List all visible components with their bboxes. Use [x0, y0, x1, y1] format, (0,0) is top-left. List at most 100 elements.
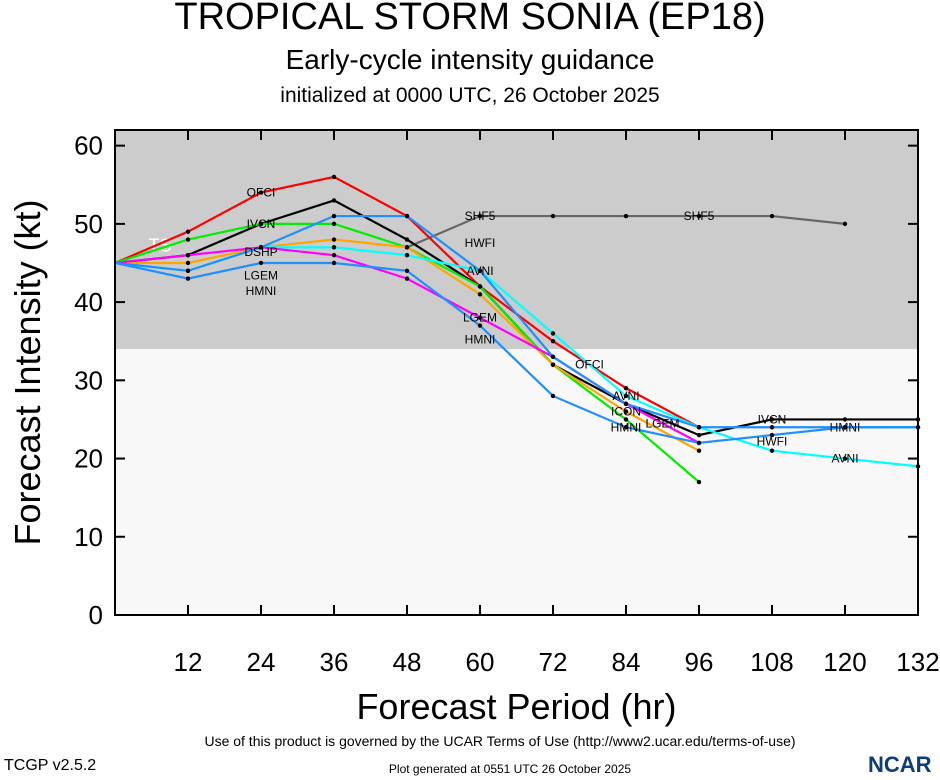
- data-point-hwfi: [404, 213, 410, 219]
- data-point-shf5: [842, 221, 848, 227]
- data-point-icon: [477, 292, 483, 297]
- y-tick-label: 30: [74, 365, 103, 395]
- data-point-hmni: [623, 425, 629, 430]
- chart-title: TROPICAL STORM SONIA (EP18): [174, 0, 766, 38]
- data-point-icon: [623, 409, 629, 414]
- data-point-icon: [331, 237, 337, 242]
- data-point-ofci: [258, 190, 264, 195]
- series-label-hmni: HMNI: [246, 284, 277, 298]
- data-point-hwfi: [550, 354, 556, 360]
- series-label-ivcn: IVCN: [758, 412, 787, 426]
- series-label-avni: AVNI: [612, 389, 639, 403]
- y-tick-label: 60: [74, 131, 103, 161]
- y-tick-label: 50: [74, 209, 103, 239]
- data-point-hmni: [404, 268, 410, 274]
- x-tick-label: 60: [466, 647, 495, 677]
- data-point-hwfi: [185, 268, 191, 274]
- data-point-hmni: [185, 276, 191, 281]
- data-point-lgem: [404, 276, 410, 281]
- data-point-hmni: [769, 432, 775, 438]
- x-tick-label: 36: [320, 647, 349, 677]
- data-point-hwfi: [769, 425, 775, 430]
- data-point-icon: [404, 245, 410, 250]
- x-tick-label: 72: [539, 647, 568, 677]
- series-label-shf5: SHF5: [465, 209, 496, 223]
- data-point-ofci: [185, 229, 191, 234]
- y-tick-label: 40: [74, 287, 103, 317]
- data-point-avni: [550, 331, 556, 336]
- x-tick-label: 120: [823, 647, 866, 677]
- series-label-hmni: HMNI: [611, 420, 642, 434]
- ncar-logo: NCAR: [868, 752, 932, 777]
- series-line-hmni: [114, 261, 918, 445]
- data-point-dshp: [477, 284, 483, 289]
- data-point-hwfi: [477, 268, 483, 274]
- y-tick-label: 10: [74, 522, 103, 552]
- data-point-ivcn: [404, 237, 410, 242]
- data-point-lgem: [477, 315, 483, 320]
- data-point-hmni: [477, 323, 483, 328]
- y-tick-label: 0: [89, 600, 103, 630]
- version-label: TCGP v2.5.2: [4, 757, 97, 774]
- chart-subtitle: Early-cycle intensity guidance: [285, 44, 655, 75]
- data-point-icon: [550, 362, 556, 367]
- data-point-ofci: [623, 385, 629, 391]
- data-point-ivcn: [842, 417, 848, 422]
- x-tick-label: 108: [750, 647, 793, 677]
- series-label-hmni: HMNI: [465, 333, 496, 347]
- series-label-lgem: LGEM: [244, 268, 278, 282]
- data-point-avni: [842, 456, 848, 461]
- plot-frame: [114, 129, 919, 616]
- data-point-dshp: [258, 221, 264, 227]
- x-axis-label: Forecast Period (hr): [356, 686, 676, 727]
- x-tick-label: 84: [612, 647, 641, 677]
- data-point-shf5: [623, 213, 629, 219]
- data-point-shf5: [477, 213, 483, 219]
- x-tick-label: 132: [896, 647, 939, 677]
- series-label-icon: ICON: [611, 405, 641, 419]
- series-line-hwfi: [114, 214, 918, 429]
- data-point-shf5: [696, 213, 702, 219]
- data-point-ivcn: [696, 432, 702, 438]
- data-point-ofci: [331, 174, 337, 180]
- init-time: initialized at 0000 UTC, 26 October 2025: [280, 84, 660, 107]
- x-tick-label: 24: [247, 647, 276, 677]
- data-point-ofci: [550, 339, 556, 344]
- x-tick-label: 96: [685, 647, 714, 677]
- data-point-lgem: [331, 252, 337, 258]
- ts-region: [115, 130, 918, 350]
- x-tick-label: 12: [174, 647, 203, 677]
- terms-of-use: Use of this product is governed by the U…: [204, 733, 796, 749]
- data-point-hmni: [331, 260, 337, 266]
- data-point-hwfi: [331, 213, 337, 219]
- data-point-dshp: [331, 221, 337, 227]
- data-point-ivcn: [331, 198, 337, 203]
- series-label-ofci: OFCI: [575, 358, 604, 372]
- series-label-hwfi: HWFI: [465, 236, 496, 250]
- data-point-shf5: [550, 213, 556, 219]
- series-label-ivcn: IVCN: [247, 217, 276, 231]
- data-point-dshp: [623, 417, 629, 422]
- data-point-avni: [404, 252, 410, 258]
- series-label-shf5: SHF5: [684, 209, 715, 223]
- data-point-hmni: [550, 393, 556, 399]
- data-point-hwfi: [696, 425, 702, 430]
- data-point-dshp: [185, 237, 191, 242]
- series-label-lgem: LGEM: [645, 416, 679, 430]
- x-tick-label: 48: [393, 647, 422, 677]
- data-point-avni: [331, 245, 337, 250]
- series-label-lgem: LGEM: [463, 311, 497, 325]
- y-tick-label: 20: [74, 444, 103, 474]
- data-point-hmni: [258, 260, 264, 266]
- series-label-dshp: DSHP: [244, 245, 277, 259]
- series-label-hwfi: HWFI: [757, 434, 788, 448]
- data-point-hwfi: [258, 245, 264, 250]
- data-point-hwfi: [623, 401, 629, 406]
- data-point-hmni: [842, 425, 848, 430]
- y-axis-label: Forecast Intensity (kt): [7, 199, 48, 545]
- series-label-avni: AVNI: [831, 452, 858, 466]
- data-point-avni: [623, 393, 629, 399]
- data-point-icon: [696, 448, 702, 453]
- data-point-ivcn: [769, 417, 775, 422]
